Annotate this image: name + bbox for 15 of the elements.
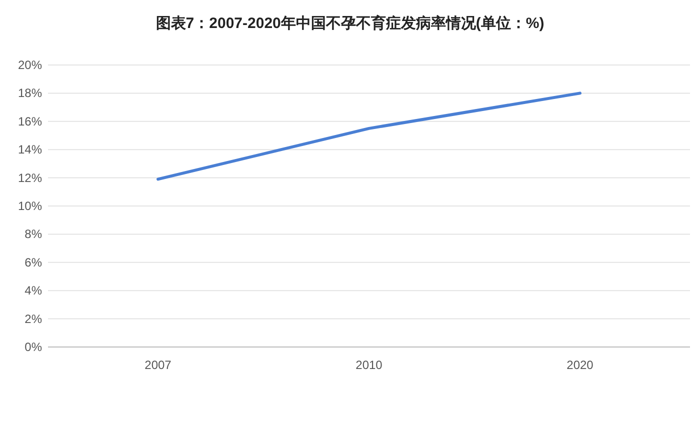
- y-tick-label: 16%: [18, 114, 42, 128]
- y-tick-label: 8%: [24, 227, 42, 242]
- y-tick-label: 4%: [24, 284, 42, 298]
- y-tick-label: 14%: [18, 142, 42, 157]
- y-tick-label: 0%: [24, 340, 42, 354]
- x-tick-label: 2020: [566, 358, 594, 372]
- y-tick-label: 6%: [24, 255, 42, 270]
- y-tick-label: 2%: [24, 312, 42, 326]
- y-tick-label: 10%: [18, 199, 42, 213]
- x-tick-label: 2010: [356, 358, 383, 372]
- y-tick-label: 12%: [18, 170, 42, 185]
- x-tick-label: 2007: [144, 358, 172, 372]
- chart-title: 图表7：2007-2020年中国不孕不育症发病率情况(单位：%): [156, 14, 544, 32]
- y-tick-label: 20%: [18, 58, 42, 72]
- y-tick-label: 18%: [18, 86, 42, 100]
